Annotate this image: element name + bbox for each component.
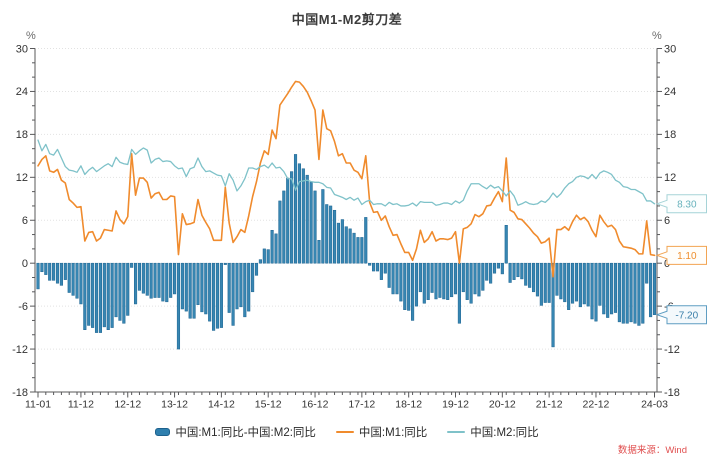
m1-yoy-line: [37, 80, 656, 278]
svg-text:11-01: 11-01: [25, 399, 51, 411]
svg-text:18-12: 18-12: [395, 399, 422, 411]
svg-text:24-03: 24-03: [641, 399, 668, 411]
svg-text:19-12: 19-12: [442, 399, 469, 411]
m2-yoy-line: [37, 139, 656, 207]
svg-text:1.10: 1.10: [677, 251, 697, 262]
svg-text:12: 12: [664, 172, 676, 184]
svg-text:-12: -12: [12, 344, 28, 356]
svg-text:18: 18: [664, 129, 676, 141]
svg-text:15-12: 15-12: [255, 399, 282, 411]
svg-text:16-12: 16-12: [302, 399, 329, 411]
svg-text:-18: -18: [664, 387, 680, 399]
bar-series-swatch: [155, 428, 171, 436]
svg-text:24: 24: [16, 86, 28, 98]
svg-text:17-12: 17-12: [348, 399, 375, 411]
svg-text:14-12: 14-12: [208, 399, 235, 411]
svg-text:12-12: 12-12: [114, 399, 141, 411]
svg-text:24: 24: [664, 86, 676, 98]
m1-minus-m2-bars: [36, 154, 657, 350]
svg-text:11-12: 11-12: [68, 399, 94, 411]
svg-text:12: 12: [16, 172, 28, 184]
svg-text:21-12: 21-12: [536, 399, 563, 411]
svg-text:30: 30: [664, 43, 676, 55]
svg-text:13-12: 13-12: [161, 399, 188, 411]
svg-text:0: 0: [22, 258, 28, 270]
svg-text:30: 30: [16, 43, 28, 55]
left-axis-unit-label: %: [26, 30, 36, 42]
svg-text:22-12: 22-12: [583, 399, 610, 411]
svg-text:8.30: 8.30: [677, 199, 697, 210]
svg-text:-18: -18: [12, 387, 28, 399]
end-value-label--7_20: -7.20: [655, 305, 707, 325]
right-axis-unit-label: %: [652, 30, 662, 42]
legend-label-m2: 中国:M2:同比: [470, 427, 539, 439]
legend-label-m1-minus-m2: 中国:M1:同比-中国:M2:同比: [175, 427, 316, 439]
y-axis-ticks-labels: 30302424181812126600-6-6-12-12-18-18: [12, 43, 680, 399]
data-source-note: 数据来源：Wind: [617, 445, 687, 456]
x-axis-ticks-labels: 11-01 11-12 12-12 13-12 14-12 15-12 16-12 17-12…: [25, 392, 668, 411]
legend: 中国:M1:同比-中国:M2:同比 中国:M1:同比 中国:M2:同比: [0, 424, 694, 440]
m1-line-swatch: [335, 430, 354, 434]
svg-text:18: 18: [16, 129, 28, 141]
legend-item-m2[interactable]: 中国:M2:同比: [447, 424, 539, 440]
end-value-label-8_30: 8.30: [655, 194, 707, 214]
svg-text:-6: -6: [18, 301, 28, 313]
svg-text:6: 6: [22, 215, 28, 227]
svg-text:20-12: 20-12: [489, 399, 516, 411]
m2-line-swatch: [447, 430, 466, 434]
legend-label-m1: 中国:M1:同比: [358, 427, 428, 439]
end-value-label-1_10: 1.10: [655, 245, 707, 265]
legend-item-m1[interactable]: 中国:M1:同比: [335, 424, 428, 440]
svg-text:-7.20: -7.20: [675, 310, 698, 321]
legend-item-m1-minus-m2[interactable]: 中国:M1:同比-中国:M2:同比: [155, 424, 316, 440]
chart-title: 中国M1-M2剪刀差: [291, 12, 403, 27]
svg-text:-12: -12: [664, 344, 680, 356]
svg-text:6: 6: [664, 215, 670, 227]
